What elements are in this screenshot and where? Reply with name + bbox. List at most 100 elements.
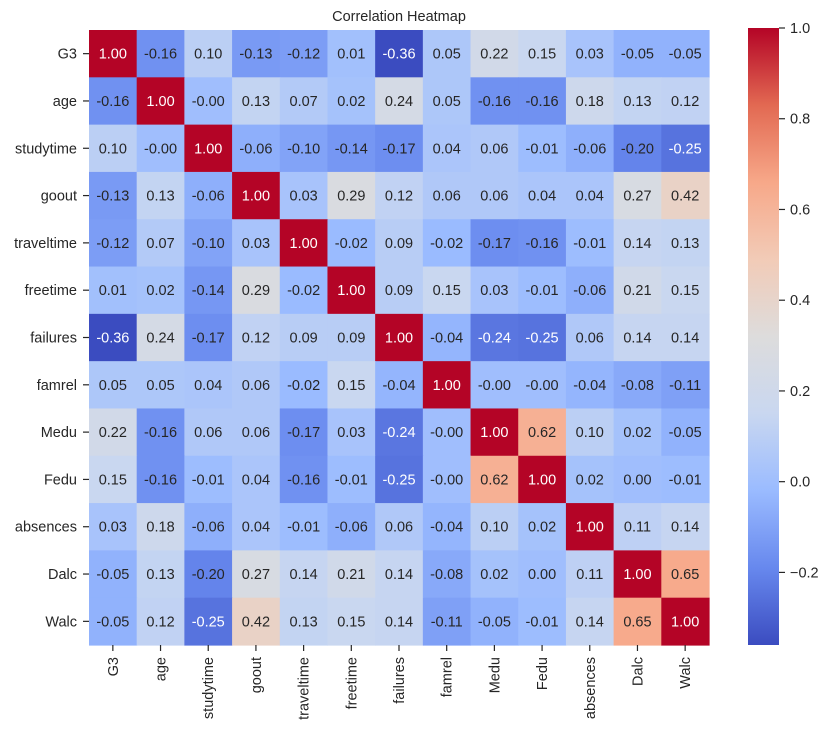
heatmap-cell-Fedu-traveltime [279, 455, 329, 504]
cell-annotation: -0.01 [287, 520, 320, 536]
cell-annotation: 0.42 [242, 614, 270, 630]
cell-annotation: 0.06 [194, 425, 222, 441]
heatmap-cell-age-Fedu [518, 77, 567, 126]
heatmap-cell-age-G3 [89, 77, 138, 126]
heatmap-cell-Medu-Walc [661, 408, 710, 457]
heatmap-cell-goout-failures [375, 171, 424, 220]
heatmap-cell-freetime-traveltime [279, 266, 329, 315]
cell-annotation: -0.06 [239, 141, 272, 157]
heatmap-cell-failures-G3 [89, 313, 138, 362]
cell-annotation: -0.25 [526, 331, 559, 347]
heatmap-cell-freetime-Medu [470, 266, 519, 315]
cell-annotation: -0.16 [526, 236, 559, 252]
heatmap-cell-traveltime-Medu [470, 219, 519, 268]
y-tick-label: freetime [25, 283, 77, 299]
cell-annotation: -0.01 [526, 614, 559, 630]
heatmap-cell-G3-Dalc [613, 30, 662, 78]
cell-annotation: -0.16 [144, 472, 177, 488]
cell-annotations: 1.00 -0.16 0.10 -0.13 -0.12 0.01 -0.36 0.05 0.22… [96, 47, 701, 631]
heatmap-cell-goout-Fedu [518, 171, 567, 220]
cell-annotation: 0.15 [99, 472, 127, 488]
cell-annotation: 0.06 [480, 189, 508, 205]
cell-annotation: 0.04 [242, 472, 270, 488]
heatmap-cell-famrel-absences [565, 361, 615, 410]
heatmap-cell-age-absences [565, 77, 615, 126]
y-tick-label: traveltime [14, 236, 77, 252]
heatmap-cell-Medu-Medu [470, 408, 519, 457]
heatmap-cell-Dalc-Dalc [613, 550, 662, 599]
cell-annotation: 0.03 [337, 425, 365, 441]
cell-annotation: 1.00 [528, 472, 556, 488]
cell-annotation: -0.24 [478, 331, 511, 347]
heatmap-cell-Fedu-failures [375, 455, 424, 504]
heatmap-cell-freetime-freetime [327, 266, 376, 315]
cell-annotation: -0.06 [192, 520, 225, 536]
y-tick-label: goout [41, 189, 77, 205]
heatmap-cell-age-goout [232, 77, 281, 126]
cell-annotation: 0.01 [99, 283, 127, 299]
cell-annotation: 1.00 [242, 189, 270, 205]
cell-annotation: 0.05 [99, 378, 127, 394]
cell-annotation: 1.00 [671, 614, 699, 630]
cell-annotation: 0.29 [337, 189, 365, 205]
cell-annotation: 0.05 [146, 378, 174, 394]
heatmap-cell-failures-failures [375, 313, 424, 362]
cell-annotation: 0.06 [480, 141, 508, 157]
heatmap-cell-absences-Fedu [518, 503, 567, 551]
heatmap-cell-G3-Walc [661, 30, 710, 78]
heatmap-cell-Medu-absences [565, 408, 615, 457]
cell-annotation: -0.04 [382, 378, 415, 394]
cell-annotation: -0.05 [669, 47, 702, 63]
heatmap-cell-famrel-Dalc [613, 361, 662, 410]
cell-annotation: 0.04 [576, 189, 604, 205]
cell-annotation: 0.09 [385, 283, 413, 299]
heatmap-cell-goout-traveltime [279, 171, 329, 220]
heatmap-cell-traveltime-freetime [327, 219, 376, 268]
heatmap-cell-G3-age [136, 30, 185, 78]
cell-annotation: 0.14 [576, 614, 604, 630]
cell-annotation: 0.18 [576, 94, 604, 110]
cell-annotation: -0.17 [478, 236, 511, 252]
heatmap-cell-absences-famrel [422, 503, 472, 551]
heatmap-cell-failures-goout [232, 313, 281, 362]
cell-annotation: 1.00 [290, 236, 318, 252]
cell-annotation: -0.17 [382, 141, 415, 157]
cell-annotation: 0.14 [385, 567, 413, 583]
cell-annotation: -0.02 [287, 283, 320, 299]
heatmap-cell-goout-goout [232, 171, 281, 220]
cell-annotation: 0.01 [337, 47, 365, 63]
cell-annotation: 0.09 [337, 331, 365, 347]
heatmap-cell-Walc-traveltime [279, 597, 329, 646]
heatmap-cell-Walc-Dalc [613, 597, 662, 646]
x-axis: G3 age studytime goout traveltime freetime fai… [106, 645, 694, 720]
cell-annotation: 0.15 [337, 614, 365, 630]
cell-annotation: 0.04 [528, 189, 556, 205]
heatmap-cell-Dalc-Medu [470, 550, 519, 599]
cell-annotation: 0.62 [528, 425, 556, 441]
y-tick-label: G3 [58, 47, 77, 63]
x-tick-label: famrel [440, 657, 456, 697]
heatmap-cell-freetime-Fedu [518, 266, 567, 315]
cell-annotation: 0.10 [194, 47, 222, 63]
cell-annotation: 0.14 [290, 567, 318, 583]
heatmap-cell-Walc-Medu [470, 597, 519, 646]
y-tick-label: Medu [41, 425, 77, 441]
heatmap-cell-absences-traveltime [279, 503, 329, 551]
heatmap-cell-famrel-Fedu [518, 361, 567, 410]
heatmap-cell-freetime-absences [565, 266, 615, 315]
cell-annotation: -0.01 [192, 472, 225, 488]
cell-annotation: -0.11 [431, 614, 463, 630]
heatmap-cell-failures-Walc [661, 313, 710, 362]
heatmap-cell-famrel-goout [232, 361, 281, 410]
heatmap-cell-freetime-famrel [422, 266, 472, 315]
colorbar-ticks: 1.0 0.8 0.6 0.4 0.2 0.0 −0.2 [779, 21, 819, 581]
heatmap-cell-Fedu-G3 [89, 455, 138, 504]
cell-annotation: -0.05 [478, 614, 511, 630]
cell-annotation: 0.09 [290, 331, 318, 347]
heatmap-cell-Walc-goout [232, 597, 281, 646]
heatmap-cell-G3-failures [375, 30, 424, 78]
cell-annotation: -0.00 [430, 425, 463, 441]
x-tick-label: traveltime [297, 657, 313, 720]
heatmap-cell-Dalc-G3 [89, 550, 138, 599]
heatmap-cell-freetime-failures [375, 266, 424, 315]
